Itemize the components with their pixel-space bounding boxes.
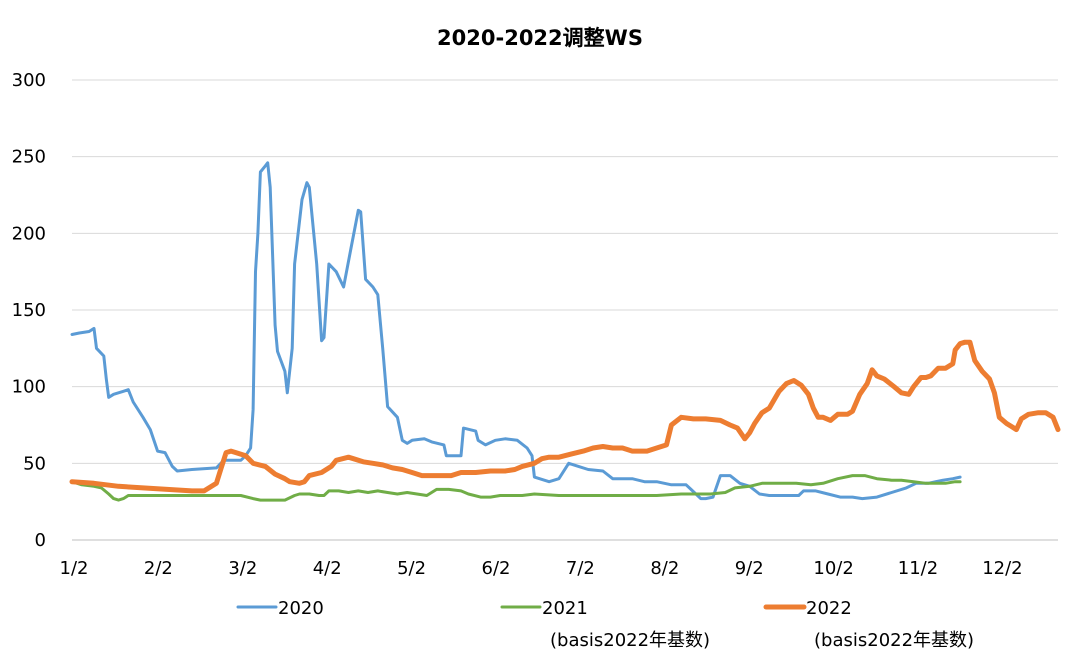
x-tick-label: 12/2 bbox=[982, 558, 1022, 579]
series-line-2020 bbox=[70, 161, 962, 501]
x-axis-ticks: 1/2 2/2 3/2 4/2 5/2 6/2 7/2 8/2 9/2 10/2 11/2 12/2 bbox=[60, 558, 1023, 579]
y-tick-label: 250 bbox=[12, 147, 46, 168]
series-lines bbox=[69, 161, 1061, 502]
x-tick-label: 8/2 bbox=[650, 558, 679, 579]
y-tick-label: 100 bbox=[12, 377, 46, 398]
x-tick-label: 2/2 bbox=[144, 558, 173, 579]
y-axis-ticks: 0 50 100 150 200 250 300 bbox=[12, 70, 46, 551]
x-tick-label: 7/2 bbox=[566, 558, 595, 579]
x-tick-label: 6/2 bbox=[482, 558, 511, 579]
legend: 2020 2021 (basis2022年基数) 2022 (basis2022年基数) bbox=[236, 598, 974, 651]
legend-label-2020: 2020 bbox=[278, 598, 324, 619]
x-tick-label: 11/2 bbox=[898, 558, 938, 579]
legend-note-2022: (basis2022年基数) bbox=[814, 630, 974, 651]
chart-title: 2020-2022调整WS bbox=[437, 26, 643, 50]
x-tick-label: 9/2 bbox=[735, 558, 764, 579]
legend-note-2021: (basis2022年基数) bbox=[550, 630, 710, 651]
x-tick-label: 5/2 bbox=[397, 558, 426, 579]
series-line-2021 bbox=[70, 474, 962, 502]
y-tick-label: 50 bbox=[23, 453, 46, 474]
series-line-2022 bbox=[69, 339, 1061, 494]
x-tick-label: 10/2 bbox=[813, 558, 853, 579]
legend-label-2022: 2022 bbox=[806, 598, 852, 619]
x-tick-label: 4/2 bbox=[313, 558, 342, 579]
legend-label-2021: 2021 bbox=[542, 598, 588, 619]
y-tick-label: 300 bbox=[12, 70, 46, 91]
y-tick-label: 150 bbox=[12, 300, 46, 321]
x-tick-label: 3/2 bbox=[228, 558, 257, 579]
gridlines bbox=[72, 79, 1058, 541]
y-tick-label: 200 bbox=[12, 223, 46, 244]
x-tick-label: 1/2 bbox=[60, 558, 89, 579]
y-tick-label: 0 bbox=[35, 530, 46, 551]
